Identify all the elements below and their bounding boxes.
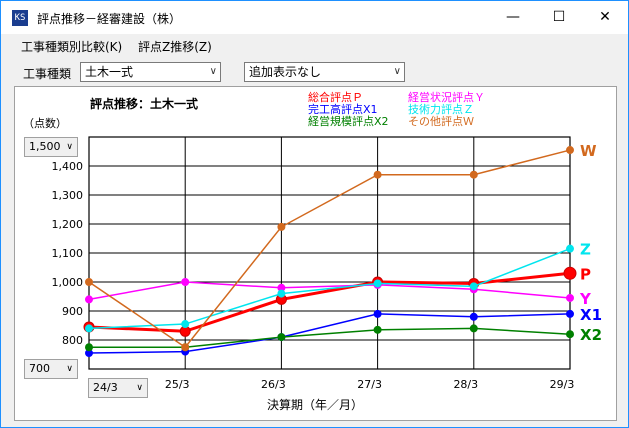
chevron-down-icon: ∨ <box>66 364 73 374</box>
title-bar[interactable]: KS 評点推移－経審建設（株） — ☐ ✕ <box>1 1 628 34</box>
data-point-x2 <box>566 330 574 339</box>
y-axis-label: （点数） <box>23 117 67 130</box>
series-line-x2 <box>89 327 571 348</box>
data-point-x2 <box>85 343 93 352</box>
data-point-z <box>181 320 190 329</box>
window-title: 評点推移－経審建設（株） <box>37 12 182 26</box>
close-icon: ✕ <box>599 9 611 25</box>
ymax-select[interactable]: 1,500 ∨ <box>24 137 78 157</box>
category-label: 工事種類 <box>23 67 72 81</box>
data-point-z <box>469 282 478 291</box>
display-select[interactable]: 追加表示なし ∨ <box>244 62 405 82</box>
chevron-down-icon: ∨ <box>136 383 143 393</box>
chevron-down-icon: ∨ <box>209 66 217 77</box>
y-tick-label: 1,100 <box>52 247 84 260</box>
data-point-x2 <box>469 324 478 333</box>
legend-entry: 経営規模評点X2 <box>308 114 389 128</box>
data-point-w <box>277 222 286 231</box>
data-point-x1 <box>373 309 382 318</box>
series-line-x1 <box>88 313 571 354</box>
y-tick-label: 1,200 <box>52 218 84 231</box>
series-end-tag-p: P <box>580 265 591 283</box>
series-line-w <box>88 149 571 349</box>
data-point-y <box>566 293 574 302</box>
data-point-x1 <box>566 309 574 318</box>
legend-entry: その他評点Ｗ <box>408 114 474 128</box>
xstart-select-value: 24/3 <box>93 381 118 394</box>
x-tick-label: 26/3 <box>261 378 286 391</box>
data-point-x2 <box>277 333 286 342</box>
chevron-down-icon: ∨ <box>393 66 401 77</box>
series-end-tag-w: W <box>580 142 597 160</box>
series-end-tag-z: Z <box>580 241 591 259</box>
data-point-z <box>566 244 574 253</box>
y-tick-label: 800 <box>62 334 83 347</box>
data-point-w <box>85 278 93 286</box>
series-end-tag-x2: X2 <box>580 326 602 344</box>
chart-title: 評点推移：土木一式 <box>90 96 198 111</box>
x-tick-label: 29/3 <box>550 378 575 391</box>
y-tick-label: 1,400 <box>52 160 84 173</box>
category-select[interactable]: 土木一式 ∨ <box>80 62 221 82</box>
data-point-w <box>181 343 190 352</box>
x-axis-label: 決算期（年／月） <box>267 397 363 412</box>
chart-panel: 800 900 1,000 1,100 1,200 1,300 1,400 25/3 26/3 2… <box>14 86 617 421</box>
data-point-p <box>563 266 577 280</box>
x-tick-label: 27/3 <box>357 378 382 391</box>
maximize-button[interactable]: ☐ <box>536 1 582 34</box>
ymin-select[interactable]: 700 ∨ <box>24 359 78 379</box>
app-icon[interactable]: KS <box>12 10 28 26</box>
series-end-tag-y: Y <box>579 290 592 308</box>
data-point-z <box>85 324 93 333</box>
menu-item-kind-compare[interactable]: 工事種類別比較(K) <box>21 40 123 54</box>
x-tick-label: 28/3 <box>453 378 478 391</box>
category-select-value: 土木一式 <box>85 65 134 79</box>
legend-entry: 技術力評点Ｚ <box>408 102 474 116</box>
minimize-icon: — <box>506 9 520 25</box>
menu-bar: 工事種類別比較(K) 評点Z推移(Z) <box>1 34 381 58</box>
ymax-select-value: 1,500 <box>29 140 61 153</box>
data-point-y <box>85 295 93 304</box>
data-point-x1 <box>469 312 478 321</box>
series-line-z <box>88 247 571 330</box>
data-point-w <box>373 170 382 179</box>
legend-entry: 経営状況評点Ｙ <box>408 90 485 104</box>
y-tick-label: 1,300 <box>52 189 84 202</box>
display-select-value: 追加表示なし <box>249 65 322 79</box>
series-line-y <box>88 281 571 301</box>
close-button[interactable]: ✕ <box>582 1 628 34</box>
legend-entry: 完工高評点X1 <box>308 102 378 116</box>
data-point-w <box>469 170 478 179</box>
menu-item-z-trend[interactable]: 評点Z推移(Z) <box>138 40 212 54</box>
maximize-icon: ☐ <box>552 9 566 25</box>
series-line-p <box>88 271 571 333</box>
series-end-tag-x1: X1 <box>580 306 602 324</box>
minimize-button[interactable]: — <box>490 1 536 34</box>
data-point-x2 <box>373 325 382 334</box>
data-point-z <box>277 289 286 298</box>
xstart-select[interactable]: 24/3 ∨ <box>88 378 148 398</box>
ymin-select-value: 700 <box>29 362 50 375</box>
data-point-z <box>373 279 382 288</box>
x-tick-label: 25/3 <box>165 378 190 391</box>
chevron-down-icon: ∨ <box>66 142 73 152</box>
score-trend-chart: 800 900 1,000 1,100 1,200 1,300 1,400 25/3 26/3 2… <box>23 90 602 412</box>
y-tick-label: 1,000 <box>52 276 84 289</box>
data-point-y <box>181 278 190 286</box>
y-tick-label: 900 <box>62 305 83 318</box>
data-point-w <box>566 146 574 155</box>
legend-entry: 総合評点Ｐ <box>308 90 363 104</box>
